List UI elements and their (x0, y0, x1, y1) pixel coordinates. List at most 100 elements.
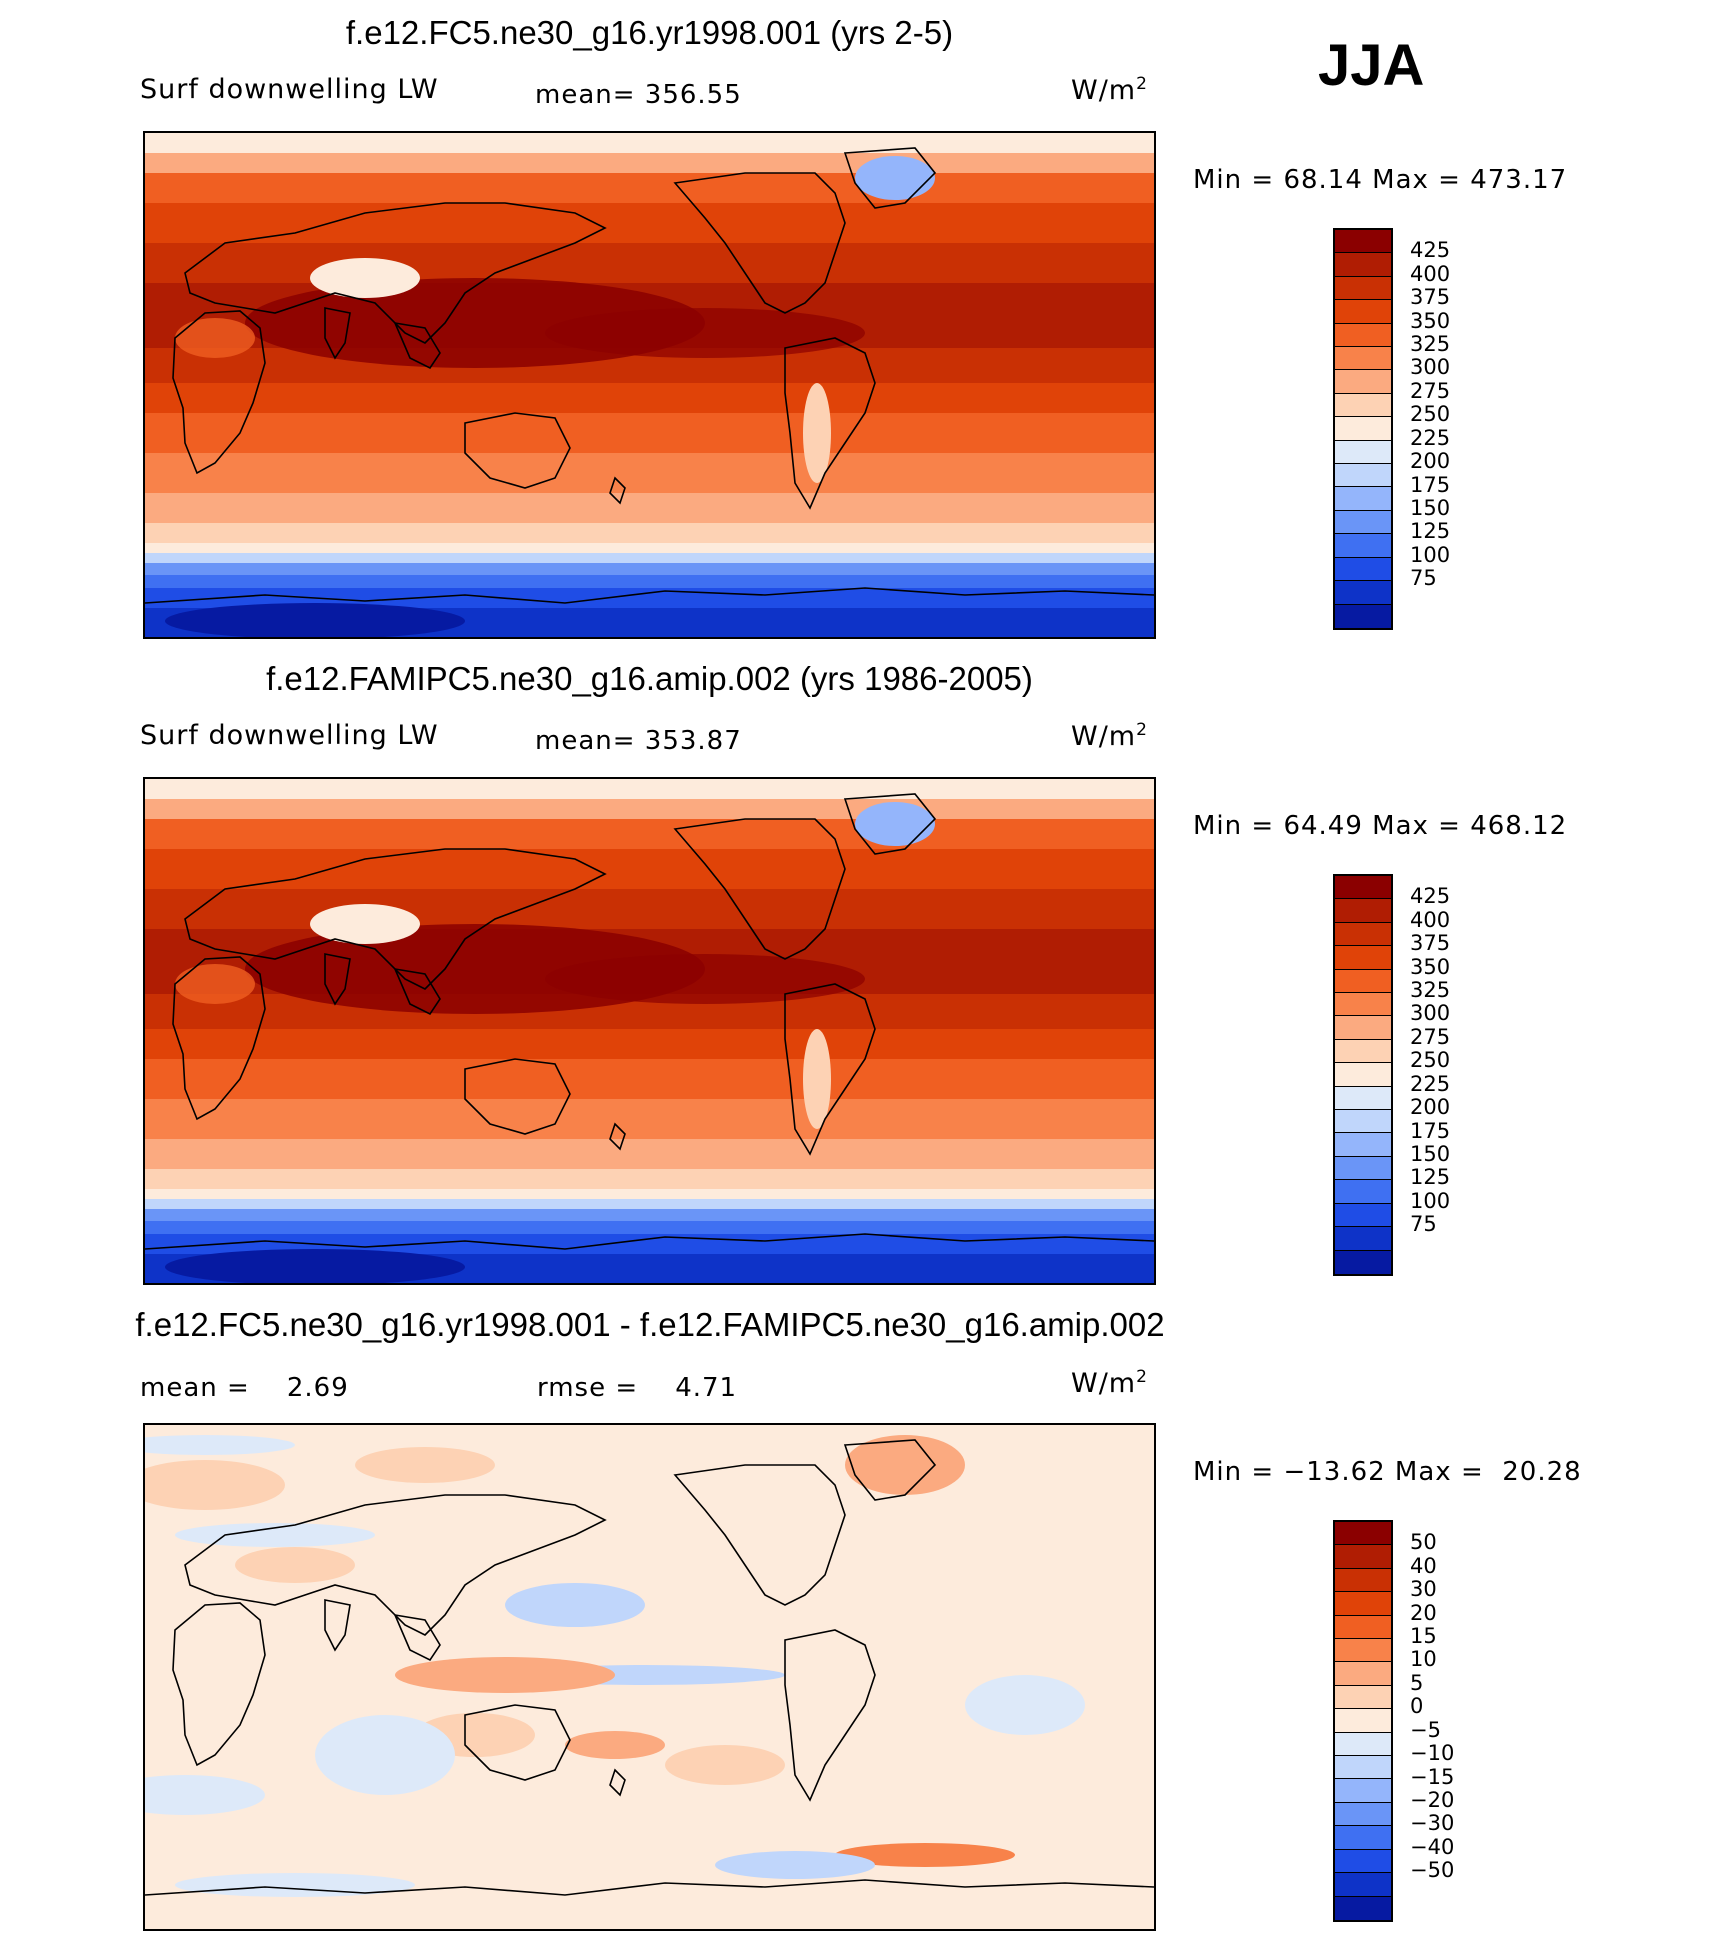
anomaly-patch (235, 1547, 355, 1583)
map-band (145, 523, 1154, 543)
map-band (145, 383, 1154, 413)
colorbar-swatch (1335, 1615, 1391, 1640)
colorbar-swatch (1335, 899, 1391, 923)
map-band (145, 563, 1154, 575)
colorbar-tick-label: 375 (1410, 931, 1451, 956)
anomaly-patch (355, 1447, 495, 1483)
colorbar-tick-label: 200 (1410, 449, 1451, 474)
colorbar-swatch (1335, 1826, 1391, 1850)
coastline (464, 412, 571, 489)
colorbar-tick-label: −50 (1410, 1858, 1455, 1883)
colorbar-swatch (1335, 557, 1391, 582)
coastline (843, 793, 937, 855)
map-band (145, 1029, 1154, 1059)
panel-2-mean-label: mean= 353.87 (535, 726, 742, 756)
map-band (145, 1234, 1154, 1254)
colorbar-tick-label: 275 (1410, 1024, 1451, 1049)
coastline (464, 1704, 571, 1781)
colorbar-tick-label: −5 (1410, 1717, 1441, 1742)
colorbar-tick-label: 400 (1410, 907, 1451, 932)
map-band (145, 493, 1154, 523)
coastline (393, 321, 441, 370)
panel-2-units: W/m2 (1071, 720, 1148, 752)
colorbar-tick-label: 300 (1410, 355, 1451, 380)
anomaly-patch (505, 1583, 645, 1627)
colorbar-swatch (1335, 393, 1391, 418)
coastline (145, 1879, 1154, 1896)
colorbar-tick-label: 5 (1410, 1670, 1424, 1695)
panel-1-colorbar (1333, 228, 1393, 630)
colorbar-swatch (1335, 604, 1391, 628)
colorbar-swatch (1335, 1039, 1391, 1064)
colorbar-swatch (1335, 1203, 1391, 1228)
panel-2-variable-label: Surf downwelling LW (140, 720, 439, 751)
season-label: JJA (1318, 33, 1425, 98)
colorbar-swatch (1335, 1709, 1391, 1733)
coastline (843, 1439, 937, 1501)
colorbar-swatch (1335, 1545, 1391, 1569)
colorbar-swatch (1335, 253, 1391, 277)
colorbar-tick-label: 30 (1410, 1577, 1437, 1602)
coastline (172, 1602, 266, 1767)
warm-pool (545, 954, 865, 1004)
colorbar-swatch (1335, 1685, 1391, 1710)
colorbar-swatch (1335, 1180, 1391, 1204)
colorbar-swatch (1335, 370, 1391, 394)
anomaly-patch (175, 1523, 375, 1547)
colorbar-swatch (1335, 440, 1391, 465)
colorbar-swatch (1335, 1896, 1391, 1920)
colorbar-swatch (1335, 993, 1391, 1017)
anomaly-patch (145, 1775, 265, 1815)
colorbar-swatch (1335, 487, 1391, 511)
colorbar-tick-label: 400 (1410, 261, 1451, 286)
panel-1-minmax: Min = 68.14 Max = 473.17 (1193, 165, 1568, 195)
anomaly-patch (845, 1435, 965, 1495)
map-band (145, 799, 1154, 819)
colorbar-tick-label: 250 (1410, 402, 1451, 427)
colorbar-tick-label: 75 (1410, 1212, 1437, 1237)
colorbar-swatch (1335, 1522, 1391, 1546)
coastline (393, 1613, 441, 1662)
colorbar-swatch (1335, 534, 1391, 558)
colorbar-tick-label: 10 (1410, 1647, 1437, 1672)
colorbar-swatch (1335, 1639, 1391, 1663)
colorbar-swatch (1335, 1873, 1391, 1897)
colorbar-tick-label: 75 (1410, 566, 1437, 591)
colorbar-tick-label: 150 (1410, 1141, 1451, 1166)
colorbar-tick-label: 0 (1410, 1694, 1424, 1719)
panel-3-minmax: Min = −13.62 Max = 20.28 (1193, 1457, 1582, 1487)
anomaly-patch (175, 1873, 415, 1897)
panel-1-map (143, 131, 1156, 639)
colorbar-tick-label: 350 (1410, 308, 1451, 333)
map-band (145, 1139, 1154, 1169)
coastline (324, 953, 351, 1006)
anomaly-patch (665, 1745, 785, 1785)
colorbar-swatch (1335, 1802, 1391, 1827)
map-band (145, 153, 1154, 173)
panel-3-rmse-label: rmse = 4.71 (537, 1373, 738, 1403)
colorbar-tick-label: 200 (1410, 1095, 1451, 1120)
colorbar-tick-label: −15 (1410, 1764, 1455, 1789)
colorbar-swatch (1335, 417, 1391, 441)
map-band (145, 1099, 1154, 1139)
colorbar-swatch (1335, 1779, 1391, 1803)
colorbar-tick-label: 125 (1410, 519, 1451, 544)
colorbar-swatch (1335, 1568, 1391, 1593)
coastline (784, 337, 876, 510)
colorbar-swatch (1335, 581, 1391, 605)
coastline (145, 1233, 1154, 1250)
anomaly-patch (145, 1460, 285, 1510)
colorbar-tick-label: −30 (1410, 1811, 1455, 1836)
colorbar-swatch (1335, 1133, 1391, 1157)
coastline (393, 967, 441, 1016)
map-band (145, 1209, 1154, 1221)
sahara (175, 318, 255, 358)
map-band (145, 1059, 1154, 1099)
map-band (145, 1189, 1154, 1199)
colorbar-swatch (1335, 230, 1391, 254)
map-band (145, 779, 1154, 799)
colorbar-tick-label: 20 (1410, 1600, 1437, 1625)
coastline (673, 172, 846, 314)
colorbar-tick-label: 300 (1410, 1001, 1451, 1026)
panel-3-colorbar (1333, 1520, 1393, 1922)
